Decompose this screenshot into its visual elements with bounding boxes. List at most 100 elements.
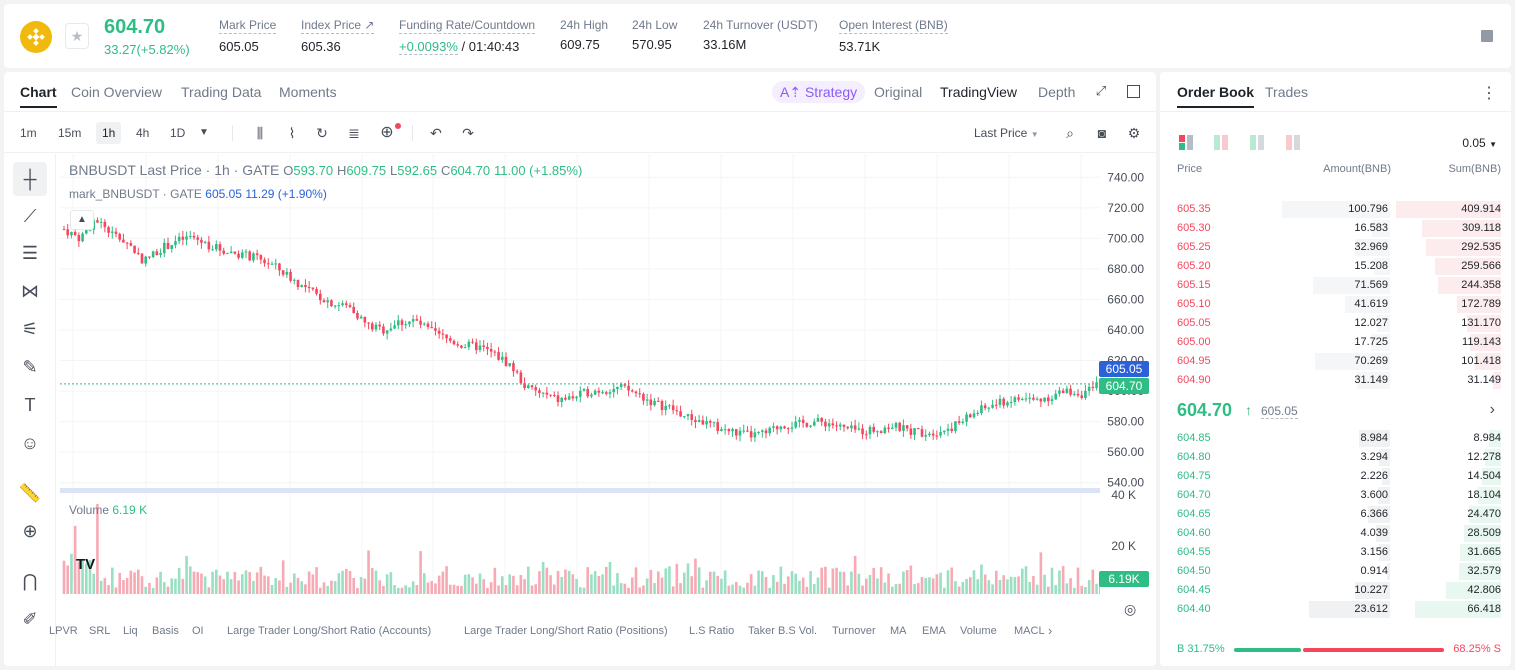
collapse-legend-button[interactable]: ▲ xyxy=(70,210,94,230)
stat-label[interactable]: Funding Rate/Countdown xyxy=(399,18,536,34)
crosshair-icon[interactable]: ┼ xyxy=(13,162,47,196)
template-icon[interactable]: ≣ xyxy=(348,125,360,141)
stat-label[interactable]: Open Interest (BNB) xyxy=(839,18,948,34)
timeframe-1d[interactable]: 1D xyxy=(170,126,186,140)
timeframe-1m[interactable]: 1m xyxy=(20,126,37,140)
indicator-macd[interactable]: MACL xyxy=(1014,625,1045,637)
indicator-srl[interactable]: SRL xyxy=(89,625,111,637)
tab-trading-data[interactable]: Trading Data xyxy=(181,84,262,100)
book-mode-buy-icon[interactable] xyxy=(1214,135,1230,151)
bid-row[interactable]: 604.45 10.227 42.806 xyxy=(1160,581,1511,600)
indicators-icon[interactable]: ⌇ xyxy=(288,125,296,141)
indicator-oi[interactable]: OI xyxy=(192,625,204,637)
indicator-lt-positions[interactable]: Large Trader Long/Short Ratio (Positions… xyxy=(464,625,668,637)
book-mode-sell-icon[interactable] xyxy=(1250,135,1266,151)
pencil-lock-icon[interactable]: ✐ xyxy=(22,608,38,629)
tab-moments[interactable]: Moments xyxy=(279,84,337,100)
indicator-lt-accounts[interactable]: Large Trader Long/Short Ratio (Accounts) xyxy=(227,625,432,637)
time-settings-icon[interactable]: ◎ xyxy=(1124,601,1137,617)
ask-row[interactable]: 605.25 32.969 292.535 xyxy=(1160,238,1511,257)
window-icon[interactable] xyxy=(1127,85,1140,98)
volume-bar xyxy=(411,581,415,594)
volume-bar xyxy=(916,583,920,594)
timeframe-4h[interactable]: 4h xyxy=(136,126,150,140)
candlestick-chart[interactable]: 2:00212:00312:00412:00512:00612:00712:00… xyxy=(60,154,1100,666)
favorite-star-icon[interactable]: ★ xyxy=(65,23,89,49)
tab-trades[interactable]: Trades xyxy=(1265,84,1309,100)
timeframe-15m[interactable]: 15m xyxy=(58,126,82,140)
indicator-turnover[interactable]: Turnover xyxy=(832,625,876,637)
chevron-right-icon[interactable]: › xyxy=(1048,623,1053,638)
indicator-taker-vol[interactable]: Taker B.S Vol. xyxy=(748,625,818,637)
mid-mark-price[interactable]: 605.05 xyxy=(1261,404,1298,419)
ask-row[interactable]: 605.20 15.208 259.566 xyxy=(1160,257,1511,276)
text-icon[interactable]: T xyxy=(24,394,36,415)
chevron-down-icon[interactable]: ▼ xyxy=(199,127,209,138)
camera-icon[interactable]: ◙ xyxy=(1097,125,1107,141)
bid-row[interactable]: 604.70 3.600 18.104 xyxy=(1160,486,1511,505)
indicator-liq[interactable]: Liq xyxy=(123,625,138,637)
ask-row[interactable]: 605.15 71.569 244.358 xyxy=(1160,276,1511,295)
add-icon[interactable]: ⊕ xyxy=(380,124,394,141)
view-original[interactable]: Original xyxy=(874,84,923,100)
view-tradingview[interactable]: TradingView xyxy=(940,84,1018,100)
candle-body xyxy=(84,230,88,234)
bid-row[interactable]: 604.65 6.366 24.470 xyxy=(1160,505,1511,524)
indicator-volume[interactable]: Volume xyxy=(960,625,997,637)
brush-icon[interactable]: ✎ xyxy=(22,356,38,377)
ask-row[interactable]: 605.05 12.027 131.170 xyxy=(1160,314,1511,333)
more-options-icon[interactable]: ⋮ xyxy=(1481,85,1497,102)
ask-row[interactable]: 605.30 16.583 309.118 xyxy=(1160,219,1511,238)
bid-row[interactable]: 604.40 23.612 66.418 xyxy=(1160,600,1511,619)
book-mode-both-icon[interactable] xyxy=(1179,135,1195,151)
view-depth[interactable]: Depth xyxy=(1038,84,1076,100)
indicator-ema[interactable]: EMA xyxy=(922,625,946,637)
bid-row[interactable]: 604.80 3.294 12.278 xyxy=(1160,448,1511,467)
ask-row[interactable]: 605.00 17.725 119.143 xyxy=(1160,333,1511,352)
book-mode-asks-icon[interactable] xyxy=(1286,135,1302,151)
book-icon[interactable] xyxy=(1481,30,1493,42)
strategy-button[interactable]: A⇡ Strategy xyxy=(772,81,866,103)
indicator-lpvr[interactable]: LPVR xyxy=(49,625,78,637)
parallel-lines-icon[interactable]: ☰ xyxy=(21,242,39,263)
undo-icon[interactable]: ↶ xyxy=(430,125,442,141)
tab-chart[interactable]: Chart xyxy=(20,84,57,108)
stat-label[interactable]: Index Price ↗ xyxy=(301,18,375,34)
bid-row[interactable]: 604.60 4.039 28.509 xyxy=(1160,524,1511,543)
ask-row[interactable]: 604.95 70.269 101.418 xyxy=(1160,352,1511,371)
candle-body xyxy=(266,263,270,265)
redo-icon[interactable]: ↷ xyxy=(462,125,474,141)
bid-row[interactable]: 604.50 0.914 32.579 xyxy=(1160,562,1511,581)
price-source-select[interactable]: Last Price ▼ xyxy=(974,126,1039,140)
bid-row[interactable]: 604.55 3.156 31.665 xyxy=(1160,543,1511,562)
gear-icon[interactable]: ⚙ xyxy=(1127,125,1141,141)
funding-rate-value[interactable]: +0.0093% xyxy=(399,39,458,55)
stat-label[interactable]: Mark Price xyxy=(219,18,277,34)
emoji-icon[interactable]: ☺ xyxy=(20,432,40,453)
tab-coin-overview[interactable]: Coin Overview xyxy=(71,84,163,100)
candle-body xyxy=(448,338,452,341)
ask-row[interactable]: 605.10 41.619 172.789 xyxy=(1160,295,1511,314)
tick-size-select[interactable]: 0.05 ▼ xyxy=(1462,136,1497,150)
ruler-icon[interactable]: 📏 xyxy=(18,482,42,503)
expand-icon[interactable]: ⤢ xyxy=(1095,83,1107,98)
ask-row[interactable]: 605.35 100.796 409.914 xyxy=(1160,200,1511,219)
zoom-in-icon[interactable]: ⊕ xyxy=(22,520,38,541)
magnet-icon[interactable]: ⋂ xyxy=(22,570,38,591)
tab-order-book[interactable]: Order Book xyxy=(1177,84,1255,108)
trend-line-icon[interactable]: ⟋ xyxy=(23,205,37,226)
indicator-ma[interactable]: MA xyxy=(890,625,907,637)
fib-icon[interactable]: ⚟ xyxy=(21,318,39,339)
refresh-icon[interactable]: ↻ xyxy=(316,125,328,141)
candle-body xyxy=(322,300,326,303)
indicator-ls-ratio[interactable]: L.S Ratio xyxy=(689,625,735,637)
pattern-icon[interactable]: ⋈ xyxy=(21,280,39,301)
search-icon[interactable]: ⌕ xyxy=(1066,125,1074,141)
bid-row[interactable]: 604.85 8.984 8.984 xyxy=(1160,429,1511,448)
ask-row[interactable]: 604.90 31.149 31.149 xyxy=(1160,371,1511,390)
candles-icon[interactable]: ⫼ xyxy=(256,125,264,141)
indicator-basis[interactable]: Basis xyxy=(152,625,179,637)
timeframe-1h[interactable]: 1h xyxy=(96,122,122,144)
chevron-right-icon[interactable]: › xyxy=(1489,401,1495,418)
bid-row[interactable]: 604.75 2.226 14.504 xyxy=(1160,467,1511,486)
